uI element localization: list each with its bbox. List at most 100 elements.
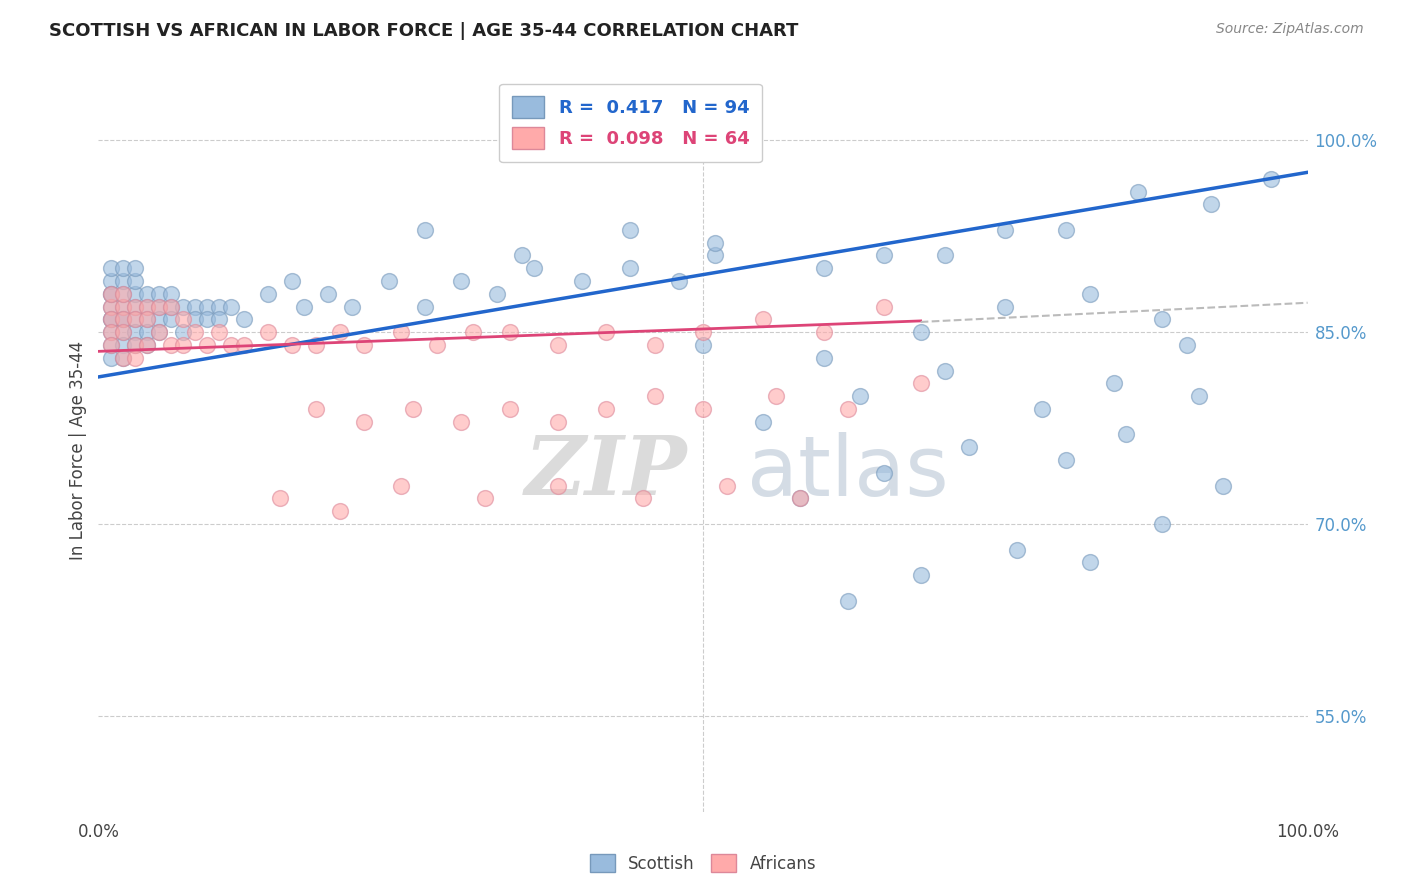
Point — [124, 300, 146, 314]
Point — [305, 338, 328, 352]
Point — [124, 300, 146, 314]
Point — [389, 478, 412, 492]
Text: ZIP: ZIP — [524, 432, 688, 512]
Point — [172, 312, 194, 326]
Point — [692, 338, 714, 352]
Point — [172, 338, 194, 352]
Point — [124, 312, 146, 326]
Point — [124, 338, 146, 352]
Y-axis label: In Labor Force | Age 35-44: In Labor Force | Age 35-44 — [69, 341, 87, 560]
Point — [100, 286, 122, 301]
Point — [160, 300, 183, 314]
Point — [195, 338, 218, 352]
Point — [100, 286, 122, 301]
Point — [910, 376, 932, 391]
Point — [124, 351, 146, 365]
Point — [813, 261, 835, 276]
Point — [498, 401, 520, 416]
Point — [111, 312, 134, 326]
Point — [342, 300, 364, 314]
Point — [100, 312, 122, 326]
Point — [752, 415, 775, 429]
Point — [813, 351, 835, 365]
Point — [124, 274, 146, 288]
Point — [1007, 542, 1029, 557]
Text: atlas: atlas — [747, 432, 949, 513]
Point — [160, 300, 183, 314]
Point — [292, 300, 315, 314]
Point — [195, 300, 218, 314]
Point — [837, 593, 859, 607]
Point — [100, 286, 122, 301]
Point — [208, 300, 231, 314]
Point — [100, 325, 122, 339]
Point — [184, 300, 207, 314]
Point — [221, 300, 243, 314]
Point — [124, 286, 146, 301]
Point — [934, 363, 956, 377]
Point — [124, 312, 146, 326]
Point — [100, 338, 122, 352]
Point — [1260, 171, 1282, 186]
Point — [135, 286, 157, 301]
Point — [124, 338, 146, 352]
Point — [208, 312, 231, 326]
Point — [789, 491, 811, 506]
Point — [111, 338, 134, 352]
Point — [111, 261, 134, 276]
Point — [232, 312, 254, 326]
Point — [111, 351, 134, 365]
Legend: R =  0.417   N = 94, R =  0.098   N = 64: R = 0.417 N = 94, R = 0.098 N = 64 — [499, 84, 762, 162]
Point — [426, 338, 449, 352]
Point — [849, 389, 872, 403]
Point — [789, 491, 811, 506]
Point — [111, 286, 134, 301]
Point — [752, 312, 775, 326]
Point — [1175, 338, 1198, 352]
Point — [269, 491, 291, 506]
Point — [135, 300, 157, 314]
Point — [148, 286, 170, 301]
Point — [111, 300, 134, 314]
Point — [148, 300, 170, 314]
Point — [692, 325, 714, 339]
Point — [305, 401, 328, 416]
Point — [1128, 185, 1150, 199]
Point — [1188, 389, 1211, 403]
Point — [316, 286, 339, 301]
Point — [644, 338, 666, 352]
Point — [873, 300, 896, 314]
Point — [813, 325, 835, 339]
Point — [716, 478, 738, 492]
Point — [353, 338, 375, 352]
Point — [1152, 516, 1174, 531]
Point — [413, 300, 436, 314]
Point — [644, 389, 666, 403]
Point — [100, 351, 122, 365]
Point — [353, 415, 375, 429]
Point — [910, 325, 932, 339]
Point — [148, 325, 170, 339]
Point — [547, 338, 569, 352]
Point — [100, 300, 122, 314]
Point — [498, 325, 520, 339]
Point — [547, 478, 569, 492]
Point — [172, 325, 194, 339]
Point — [450, 415, 472, 429]
Point — [256, 325, 278, 339]
Point — [232, 338, 254, 352]
Point — [135, 325, 157, 339]
Point — [281, 338, 304, 352]
Point — [221, 338, 243, 352]
Point — [160, 312, 183, 326]
Point — [281, 274, 304, 288]
Point — [389, 325, 412, 339]
Point — [148, 312, 170, 326]
Point — [100, 312, 122, 326]
Point — [934, 248, 956, 262]
Point — [1031, 401, 1053, 416]
Point — [463, 325, 485, 339]
Point — [668, 274, 690, 288]
Point — [474, 491, 496, 506]
Point — [1199, 197, 1222, 211]
